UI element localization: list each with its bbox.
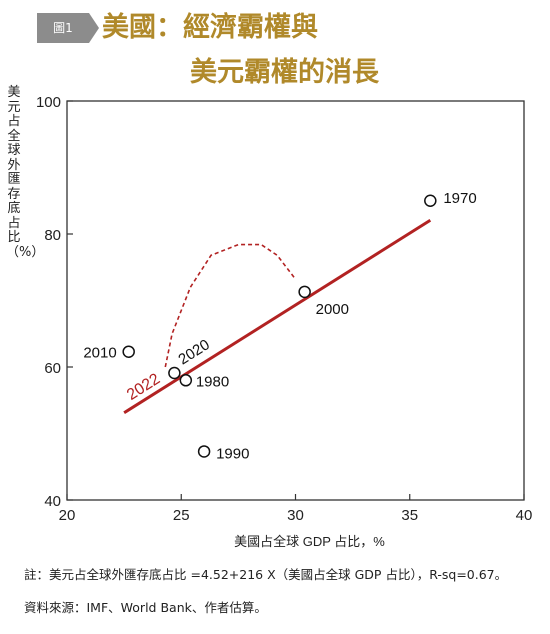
figure-number-badge: 圖1 (37, 13, 89, 43)
point-label-1980: 1980 (196, 373, 229, 390)
y-tick-label: 40 (44, 493, 61, 510)
point-label-2000: 2000 (316, 301, 349, 318)
point-label-2010: 2010 (83, 345, 116, 362)
chart-title-line-1: 美國：經濟霸權與 (102, 12, 318, 43)
x-tick-label: 40 (516, 507, 533, 524)
footnote-formula: 註：美元占全球外匯存底占比 =4.52+216 X（美國占全球 GDP 占比），… (24, 567, 508, 582)
chart-header: 圖1 美國：經濟霸權與 美元霸權的消長 (0, 0, 550, 95)
data-point-1990 (197, 445, 211, 458)
y-tick-label: 60 (44, 360, 61, 377)
y-tick-label: 80 (44, 227, 61, 244)
point-label-1970: 1970 (443, 190, 476, 207)
plot-frame (66, 100, 525, 501)
projection-curve (164, 243, 297, 368)
x-axis-label: 美國占全球 GDP 占比，% (234, 534, 385, 549)
point-label-1990: 1990 (216, 445, 249, 462)
point-label-2020: 2020 (175, 336, 212, 368)
data-point-2020 (168, 366, 181, 380)
data-point-1970 (424, 194, 437, 207)
data-point-2010 (122, 345, 135, 358)
x-tick-label: 35 (401, 507, 418, 524)
chart-title-line-2: 美元霸權的消長 (190, 57, 379, 88)
footnote-source: 資料來源：IMF、World Bank、作者估算。 (24, 600, 267, 615)
x-tick-label: 25 (173, 507, 190, 524)
x-tick-label: 20 (59, 507, 76, 524)
regression-line (123, 219, 432, 415)
x-tick-label: 30 (287, 507, 304, 524)
badge-arrow (89, 13, 99, 43)
data-point-2000 (298, 285, 311, 299)
y-tick-label: 100 (36, 94, 61, 111)
data-point-1980 (179, 374, 193, 387)
